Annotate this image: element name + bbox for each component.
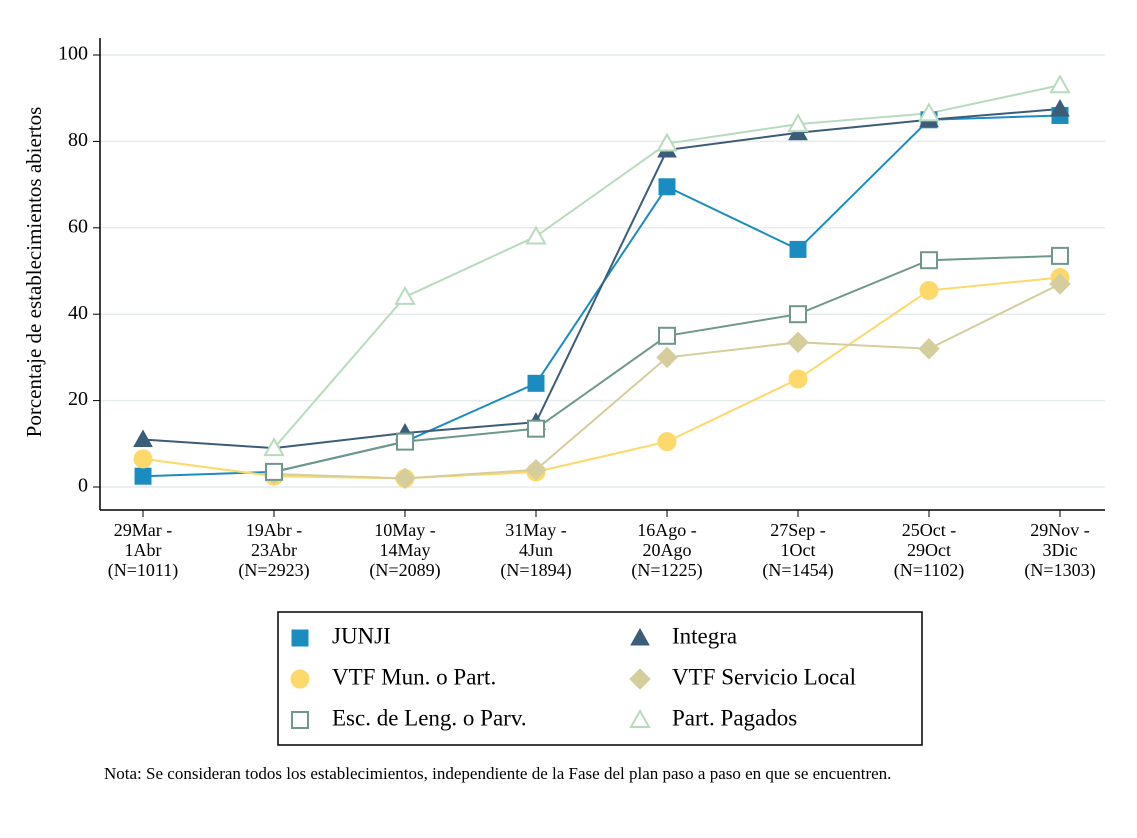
data-point bbox=[787, 331, 809, 353]
y-tick-label: 100 bbox=[58, 43, 88, 65]
x-tick-label: 10May - bbox=[374, 520, 436, 540]
x-tick-label: 1Oct bbox=[781, 540, 816, 560]
series-line bbox=[142, 108, 1061, 450]
x-tick-label: 19Abr - bbox=[246, 520, 303, 540]
x-tick-label: (N=1225) bbox=[631, 560, 702, 581]
data-point bbox=[920, 251, 938, 270]
data-point bbox=[527, 374, 545, 392]
legend-box bbox=[277, 611, 923, 746]
data-point bbox=[658, 326, 676, 345]
data-point bbox=[525, 225, 547, 245]
data-point bbox=[265, 462, 283, 481]
data-point bbox=[658, 178, 676, 196]
legend-label: Part. Pagados bbox=[672, 705, 797, 730]
x-tick-label: 3Dic bbox=[1043, 540, 1078, 560]
legend-label: Esc. de Leng. o Parv. bbox=[332, 705, 527, 730]
y-tick-label: 40 bbox=[68, 302, 88, 324]
data-point bbox=[1049, 273, 1071, 295]
legend-label: VTF Servicio Local bbox=[672, 664, 856, 689]
data-point bbox=[789, 240, 807, 258]
data-point bbox=[657, 432, 677, 452]
data-point bbox=[394, 467, 416, 490]
data-point bbox=[263, 437, 285, 457]
y-tick-label: 0 bbox=[78, 475, 88, 497]
legend-label: Integra bbox=[672, 623, 737, 648]
x-tick-label: (N=2089) bbox=[369, 560, 440, 581]
series-line bbox=[142, 276, 1061, 480]
x-tick-label: 1Abr bbox=[125, 540, 162, 560]
legend-marker bbox=[291, 711, 309, 729]
x-tick-label: 29Oct bbox=[907, 540, 951, 560]
y-tick-label: 60 bbox=[68, 215, 88, 237]
note: Nota: Se consideran todos los establecim… bbox=[104, 764, 892, 783]
legend-label: JUNJI bbox=[332, 623, 391, 648]
data-point bbox=[788, 369, 808, 389]
data-point bbox=[1051, 246, 1069, 265]
legend-marker bbox=[629, 708, 651, 728]
data-point bbox=[787, 113, 809, 133]
x-tick-label: 27Sep - bbox=[770, 520, 826, 540]
data-point bbox=[396, 432, 414, 451]
x-tick-label: (N=2923) bbox=[238, 560, 309, 581]
data-point bbox=[789, 305, 807, 324]
x-tick-label: 23Abr bbox=[251, 540, 297, 560]
legend-marker bbox=[629, 668, 651, 690]
data-point bbox=[918, 102, 940, 122]
x-tick-label: (N=1303) bbox=[1024, 560, 1095, 581]
data-point bbox=[919, 280, 939, 300]
data-point bbox=[525, 459, 547, 481]
x-tick-label: 25Oct - bbox=[902, 520, 956, 540]
data-point bbox=[133, 449, 153, 469]
legend-marker bbox=[290, 669, 310, 689]
x-tick-label: (N=1102) bbox=[894, 560, 964, 581]
x-tick-label: (N=1894) bbox=[500, 560, 571, 581]
x-tick-label: 4Jun bbox=[519, 540, 553, 560]
x-tick-label: (N=1454) bbox=[762, 560, 833, 581]
y-tick-label: 20 bbox=[68, 388, 88, 410]
y-axis-label: Porcentaje de establecimientos abiertos bbox=[22, 107, 46, 438]
data-point bbox=[394, 285, 416, 305]
data-point bbox=[133, 429, 153, 447]
data-point bbox=[1049, 74, 1071, 94]
x-tick-label: 14May bbox=[380, 540, 431, 560]
legend-label: VTF Mun. o Part. bbox=[332, 664, 496, 689]
data-point bbox=[656, 346, 678, 369]
data-point bbox=[656, 132, 678, 152]
data-point bbox=[918, 338, 940, 360]
x-tick-label: 20Ago bbox=[643, 540, 692, 560]
x-tick-label: 29Mar - bbox=[114, 520, 172, 540]
legend-marker bbox=[291, 629, 309, 647]
y-tick-label: 80 bbox=[68, 129, 88, 151]
data-point bbox=[1050, 98, 1070, 117]
x-tick-label: 31May - bbox=[505, 520, 567, 540]
legend-marker bbox=[630, 627, 650, 646]
x-tick-label: 29Nov - bbox=[1030, 520, 1090, 540]
x-tick-label: (N=1011) bbox=[108, 560, 178, 581]
x-tick-label: 16Ago - bbox=[637, 520, 697, 540]
data-point bbox=[134, 467, 152, 485]
data-point bbox=[527, 419, 545, 438]
